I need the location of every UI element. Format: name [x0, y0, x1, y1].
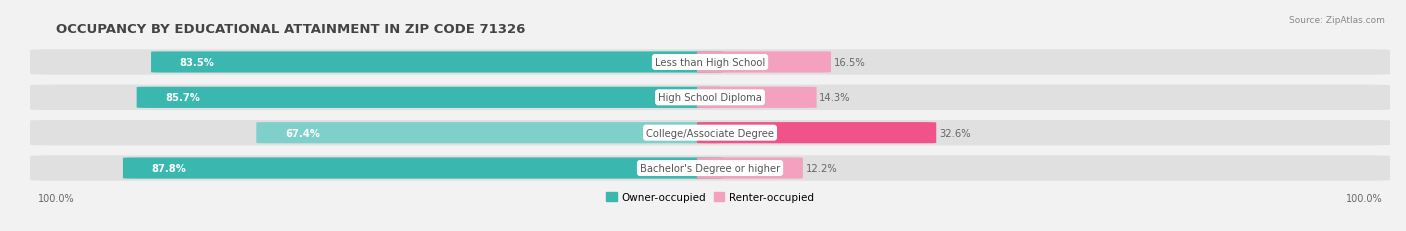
Text: 14.3%: 14.3%	[820, 93, 851, 103]
Text: 12.2%: 12.2%	[806, 163, 837, 173]
FancyBboxPatch shape	[30, 156, 1391, 181]
Text: 87.8%: 87.8%	[152, 163, 187, 173]
FancyBboxPatch shape	[697, 87, 817, 109]
FancyBboxPatch shape	[697, 122, 936, 144]
Text: 85.7%: 85.7%	[166, 93, 200, 103]
FancyBboxPatch shape	[122, 158, 723, 179]
Text: Bachelor's Degree or higher: Bachelor's Degree or higher	[640, 163, 780, 173]
Text: Less than High School: Less than High School	[655, 58, 765, 68]
Text: College/Associate Degree: College/Associate Degree	[645, 128, 775, 138]
Text: 16.5%: 16.5%	[834, 58, 865, 68]
FancyBboxPatch shape	[150, 52, 723, 73]
FancyBboxPatch shape	[136, 87, 723, 109]
Text: Source: ZipAtlas.com: Source: ZipAtlas.com	[1289, 16, 1385, 25]
FancyBboxPatch shape	[30, 120, 1391, 146]
FancyBboxPatch shape	[697, 52, 831, 73]
FancyBboxPatch shape	[30, 85, 1391, 111]
Text: OCCUPANCY BY EDUCATIONAL ATTAINMENT IN ZIP CODE 71326: OCCUPANCY BY EDUCATIONAL ATTAINMENT IN Z…	[56, 23, 526, 36]
FancyBboxPatch shape	[256, 122, 723, 144]
Text: 32.6%: 32.6%	[939, 128, 970, 138]
Text: 83.5%: 83.5%	[180, 58, 215, 68]
FancyBboxPatch shape	[30, 50, 1391, 75]
FancyBboxPatch shape	[697, 158, 803, 179]
Text: High School Diploma: High School Diploma	[658, 93, 762, 103]
Text: 67.4%: 67.4%	[285, 128, 321, 138]
Legend: Owner-occupied, Renter-occupied: Owner-occupied, Renter-occupied	[602, 188, 818, 207]
